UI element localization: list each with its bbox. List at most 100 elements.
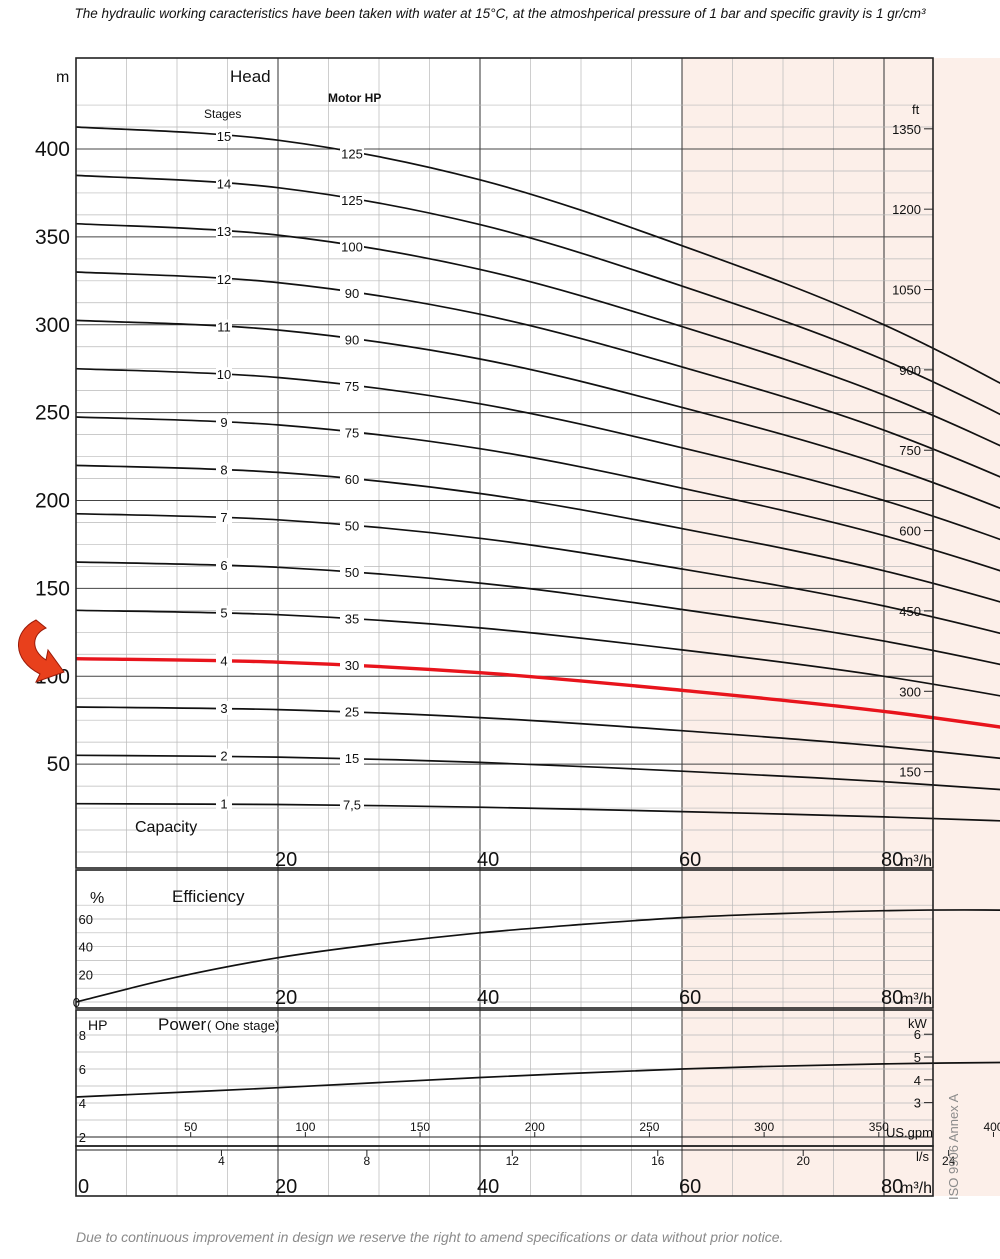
efficiency-title: Efficiency [172,887,245,906]
stage-label-1: 1 [220,796,227,811]
label-bg [340,471,364,486]
chart-curves [75,126,1000,1098]
stage-label-12: 12 [217,272,231,287]
m3h-tick: 60 [679,1176,701,1198]
efficiency-x-unit: m³/h [900,991,932,1008]
label-bg [340,425,364,440]
m3h-unit: m³/h [900,1180,932,1197]
label-bg [216,557,232,572]
stage-label-15: 15 [217,129,231,144]
label-bg [216,605,232,620]
chart-labels: 1 7,5 2 15 3 25 4 30 5 35 6 50 7 50 8 60 9 75 10 75 11 90 12 90… [216,128,364,812]
head-curve-stage-5 [75,609,1000,697]
hp-label-2: 15 [345,751,359,766]
label-bg [340,657,364,672]
head-y-tick: 400 [35,138,70,161]
usgpm-tick: 200 [525,1120,545,1134]
hp-label-10: 75 [345,379,359,394]
hp-label-1: 7,5 [343,797,361,812]
head-x-tick: 40 [477,849,499,871]
m3h-tick: 0 [78,1176,89,1198]
label-bg [340,704,364,719]
head-curve-stage-10 [75,367,1000,541]
power-y-right-tick: 4 [914,1073,921,1088]
power-y-right-unit: kW [908,1016,928,1031]
head-y-right-tick: 150 [899,765,921,780]
stage-label-3: 3 [220,701,227,716]
label-bg [216,224,232,239]
head-curve-stage-11 [75,319,1000,510]
label-bg [340,518,364,533]
panel-frame-1 [75,57,934,869]
ls-tick: 16 [651,1154,665,1168]
label-bg [216,271,232,286]
usgpm-unit: US.gpm [886,1125,933,1140]
label-bg [216,462,232,477]
head-title: Head [230,67,271,86]
head-y-tick: 300 [35,314,70,337]
hp-label-13: 100 [341,239,363,254]
label-bg [340,146,364,161]
side-note: ISO 9906 Annex A [946,1093,961,1200]
stage-label-8: 8 [220,463,227,478]
usgpm-tick: 350 [869,1120,889,1134]
head-y-right-tick: 900 [899,363,921,378]
head-curve-stage-7 [75,512,1000,635]
efficiency-y-tick: 20 [79,967,93,982]
stage-label-10: 10 [217,367,231,382]
stage-label-6: 6 [220,558,227,573]
power-y-right-tick: 3 [914,1096,921,1111]
panel-frame-2 [75,869,934,1009]
head-y-right-tick: 1200 [892,202,921,217]
m3h-tick: 80 [881,1176,903,1198]
head-curve-stage-8 [75,464,1000,603]
head-y-right-tick: 450 [899,604,921,619]
ls-tick: 12 [506,1154,520,1168]
usgpm-tick: 250 [639,1120,659,1134]
label-bg [216,128,232,143]
panel-frame-4 [75,1145,934,1197]
usgpm-tick: 50 [184,1120,198,1134]
head-curve-stage-4 [75,657,1000,729]
head-curve-stage-6 [75,561,1000,666]
power-y-tick: 6 [79,1062,86,1077]
label-bg [216,510,232,525]
power-y-tick: 8 [79,1028,86,1043]
usgpm-tick: 150 [410,1120,430,1134]
hp-label-14: 125 [341,193,363,208]
recommended-range-band [682,58,1000,1196]
hp-label-12: 90 [345,286,359,301]
curved-arrow-icon [18,619,65,683]
label-bg [216,653,232,668]
head-y-right-tick: 1350 [892,122,921,137]
head-y-unit: m [56,69,69,86]
stage-label-2: 2 [220,749,227,764]
hp-label-3: 25 [345,704,359,719]
ls-tick: 8 [364,1154,371,1168]
hp-label-7: 50 [345,518,359,533]
efficiency-y-unit: % [90,890,104,907]
chart-axes: m50100150200250300350400ft15030045060075… [35,57,1000,1198]
stage-label-9: 9 [220,415,227,430]
m3h-tick: 40 [477,1176,499,1198]
label-bg [216,796,232,811]
power-curve [75,1061,1000,1098]
label-bg [216,414,232,429]
head-x-unit: m³/h [900,853,932,870]
label-bg [216,700,232,715]
efficiency-x-tick: 80 [881,987,903,1009]
label-bg [216,319,232,334]
recommended-band [682,58,1000,1196]
head-y-right-tick: 600 [899,524,921,539]
hp-label-11: 90 [345,332,359,347]
stage-label-11: 11 [217,320,231,335]
efficiency-y-tick: 40 [79,940,93,955]
efficiency-y-tick: 0 [73,995,80,1010]
head-y-right-tick: 1050 [892,283,921,298]
head-y-right-unit: ft [912,102,920,117]
label-bg [340,378,364,393]
hp-label-8: 60 [345,472,359,487]
stages-label: Stages [204,107,241,121]
usgpm-tick: 100 [295,1120,315,1134]
power-y-unit: HP [88,1017,107,1033]
